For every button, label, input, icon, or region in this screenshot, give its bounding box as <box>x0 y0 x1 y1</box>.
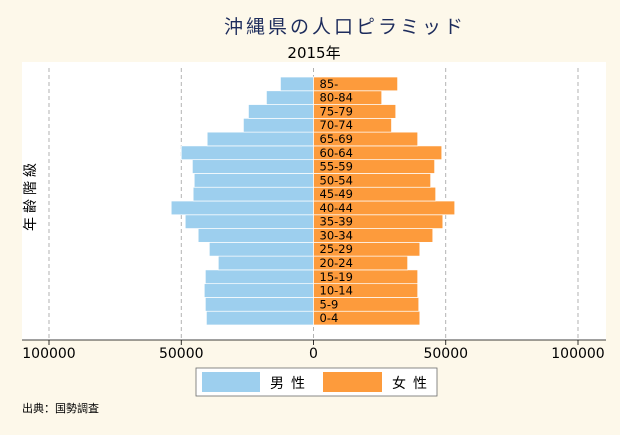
age-group-label: 50-54 <box>320 173 353 187</box>
y-axis-label: 年齢階級 <box>23 159 39 231</box>
bar-male-15-19 <box>204 269 314 285</box>
age-group-label: 20-24 <box>320 256 353 270</box>
bar-male-65-69 <box>206 131 314 147</box>
bar-male-30-34 <box>197 228 314 243</box>
legend-label-female: 女性 <box>392 375 434 392</box>
age-group-label: 10-14 <box>320 284 353 298</box>
age-group-label: 5-9 <box>320 297 339 311</box>
bar-male-50-54 <box>193 173 314 188</box>
bar-male-5-9 <box>204 297 314 312</box>
bar-male-55-59 <box>192 159 314 174</box>
bar-male-85- <box>280 76 314 92</box>
x-tick-label: 100000 <box>551 346 604 362</box>
age-group-label: 45-49 <box>320 187 353 201</box>
x-tick-label: 50000 <box>159 346 204 362</box>
bar-male-80-84 <box>266 90 314 105</box>
chart-title: 沖縄県の人口ピラミッド <box>224 16 466 38</box>
age-group-label: 65-69 <box>320 132 353 146</box>
age-group-label: 70-74 <box>320 118 353 132</box>
bar-male-20-24 <box>217 255 314 271</box>
age-group-label: 25-29 <box>320 242 353 256</box>
age-group-label: 55-59 <box>320 160 353 174</box>
age-group-label: 0-4 <box>320 311 339 325</box>
x-tick-label: 100000 <box>22 346 75 362</box>
age-group-label: 30-34 <box>320 228 353 242</box>
bar-male-0-4 <box>206 310 314 326</box>
legend: 男性 女性 <box>195 367 438 397</box>
bar-male-45-49 <box>192 186 314 202</box>
age-group-label: 60-64 <box>320 146 353 160</box>
age-group-label: 35-39 <box>320 215 353 229</box>
x-tick-label: 0 <box>309 346 318 362</box>
x-axis-ticks: 100000 50000 0 50000 100000 <box>22 340 605 362</box>
age-group-label: 40-44 <box>320 201 353 215</box>
bar-male-25-29 <box>208 241 314 257</box>
bar-male-40-44 <box>170 200 314 216</box>
source-note: 出典：国勢調査 <box>22 401 99 415</box>
legend-label-male: 男性 <box>270 376 312 392</box>
bar-female-85- <box>313 76 398 92</box>
age-group-label: 80-84 <box>320 91 353 105</box>
female-bars <box>313 76 456 326</box>
bar-male-70-74 <box>243 117 314 133</box>
age-group-label: 75-79 <box>320 104 353 118</box>
bar-male-60-64 <box>180 145 314 161</box>
legend-swatch-male <box>202 372 260 392</box>
legend-swatch-female <box>323 372 382 392</box>
age-group-label: 15-19 <box>320 270 353 284</box>
chart-subtitle: 2015年 <box>287 44 340 62</box>
male-bars <box>170 76 314 326</box>
age-group-label: 85- <box>320 77 339 91</box>
bar-male-35-39 <box>184 214 314 229</box>
bar-male-75-79 <box>248 104 314 119</box>
x-tick-label: 50000 <box>423 346 468 362</box>
age-group-labels: 0-45-910-1415-1920-2425-2930-3435-3940-4… <box>320 77 353 325</box>
bar-male-10-14 <box>203 283 314 298</box>
